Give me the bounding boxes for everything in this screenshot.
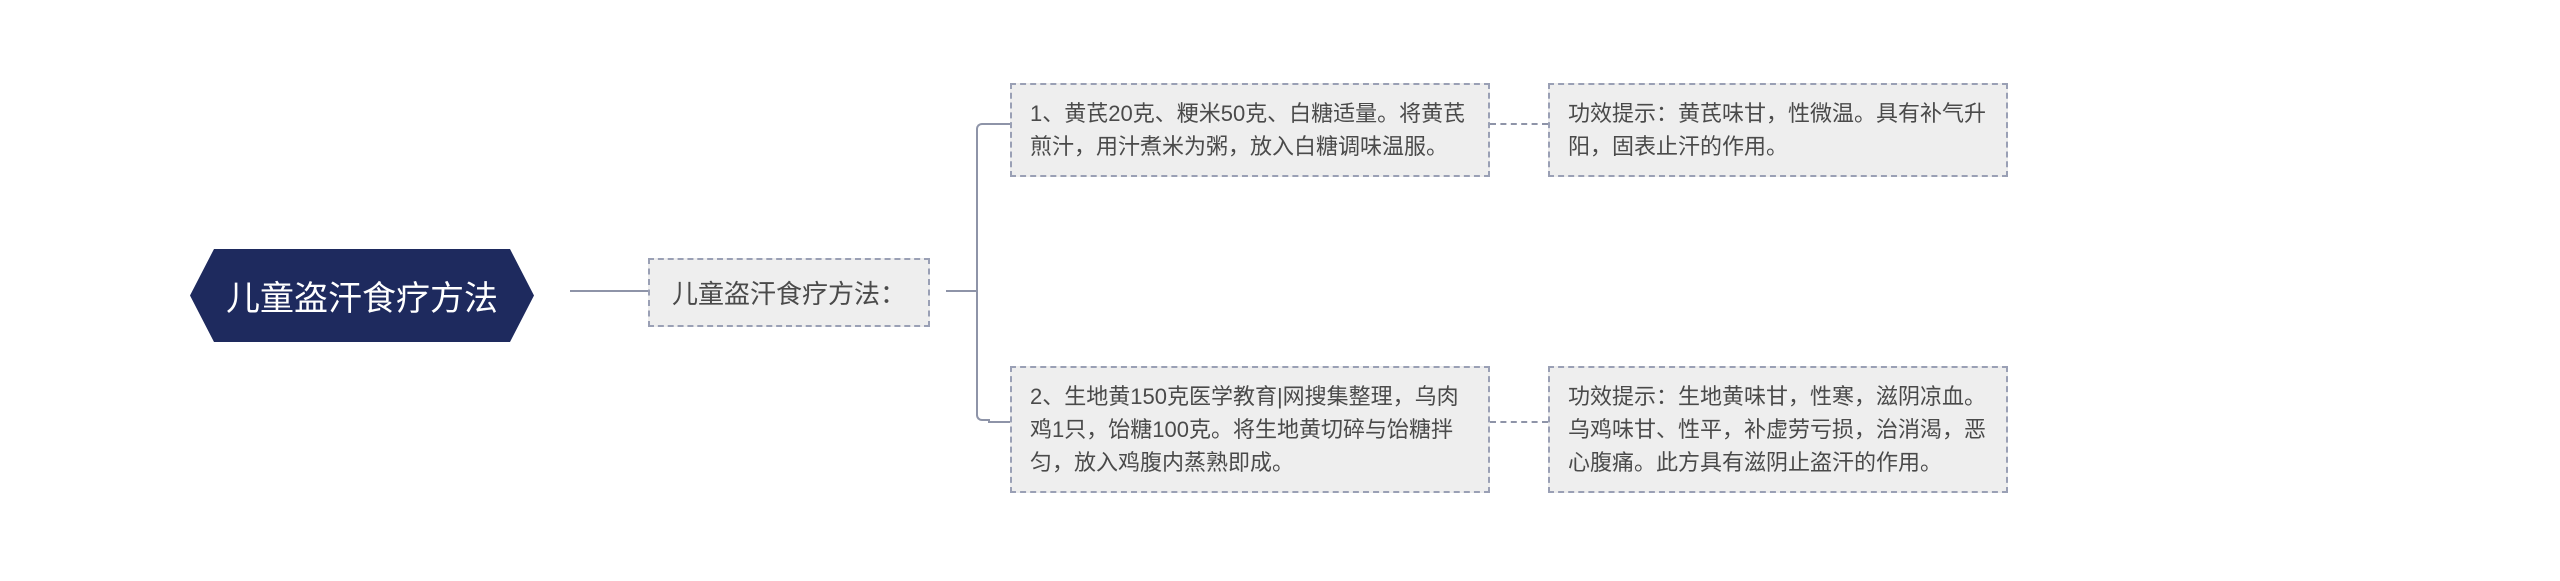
level3-node-1[interactable]: 功效提示：生地黄味甘，性寒，滋阴凉血。乌鸡味甘、性平，补虚劳亏损，治消渴，恶心腹… — [1548, 366, 2008, 493]
level3-node-0[interactable]: 功效提示：黄芪味甘，性微温。具有补气升阳，固表止汗的作用。 — [1548, 83, 2008, 177]
bracket-l1-l2 — [976, 123, 990, 421]
connector-l2b-in — [988, 421, 1010, 423]
connector-l2a-l3a — [1490, 123, 1548, 125]
level3-label-0: 功效提示：黄芪味甘，性微温。具有补气升阳，固表止汗的作用。 — [1568, 101, 1986, 159]
level3-label-1: 功效提示：生地黄味甘，性寒，滋阴凉血。乌鸡味甘、性平，补虚劳亏损，治消渴，恶心腹… — [1568, 384, 1986, 475]
root-node[interactable]: 儿童盗汗食疗方法 — [190, 249, 534, 342]
level2-node-1[interactable]: 2、生地黄150克医学教育|网搜集整理，乌肉鸡1只，饴糖100克。将生地黄切碎与… — [1010, 366, 1490, 493]
level2-label-0: 1、黄芪20克、粳米50克、白糖适量。将黄芪煎汁，用汁煮米为粥，放入白糖调味温服… — [1030, 101, 1465, 159]
level1-label: 儿童盗汗食疗方法： — [672, 279, 906, 309]
level2-node-0[interactable]: 1、黄芪20克、粳米50克、白糖适量。将黄芪煎汁，用汁煮米为粥，放入白糖调味温服… — [1010, 83, 1490, 177]
connector-l2b-l3b — [1490, 421, 1548, 423]
level1-node[interactable]: 儿童盗汗食疗方法： — [648, 258, 930, 327]
root-label: 儿童盗汗食疗方法 — [226, 280, 498, 318]
connector-l2a-in — [988, 123, 1010, 125]
mindmap-canvas: 儿童盗汗食疗方法 儿童盗汗食疗方法： 1、黄芪20克、粳米50克、白糖适量。将黄… — [0, 0, 2560, 581]
connector-root-l1 — [570, 290, 648, 292]
connector-l1-out — [946, 290, 976, 292]
level2-label-1: 2、生地黄150克医学教育|网搜集整理，乌肉鸡1只，饴糖100克。将生地黄切碎与… — [1030, 384, 1459, 475]
